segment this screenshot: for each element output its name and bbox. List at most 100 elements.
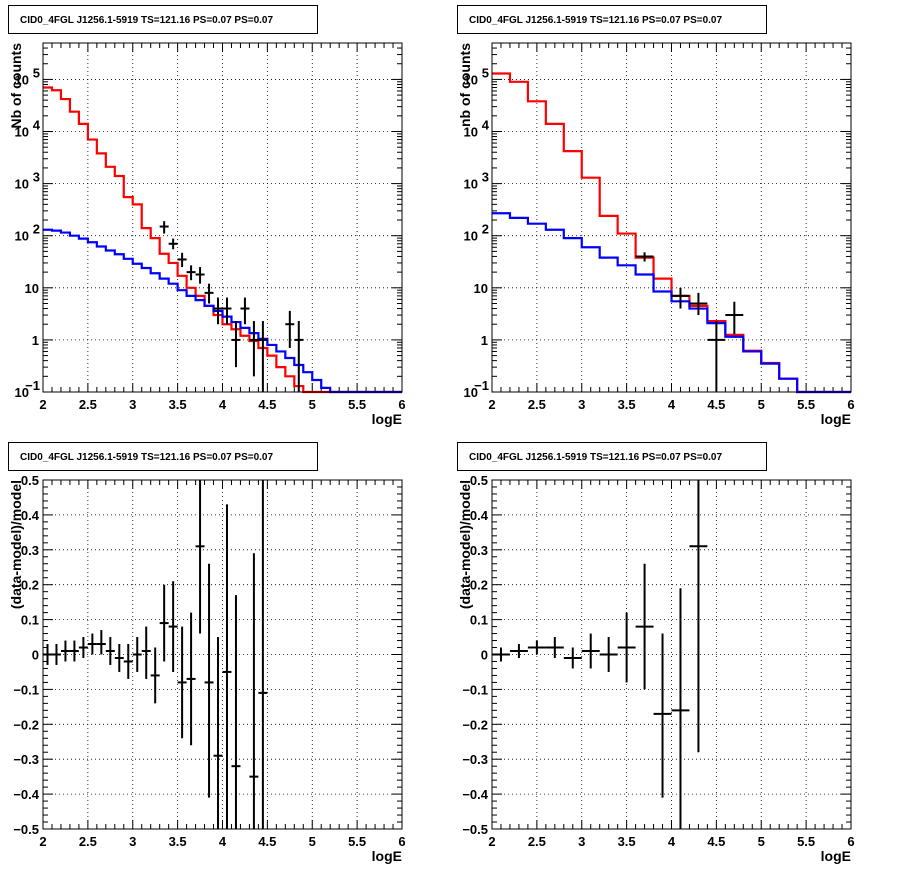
data-point [43, 644, 52, 665]
data-point [689, 480, 708, 753]
data-point [231, 595, 241, 829]
x-tick-label: 6 [398, 834, 405, 849]
data-point [51, 644, 61, 665]
y-tick-label: 0.1 [470, 613, 488, 628]
data-point [222, 297, 232, 325]
x-tick-label: 3.5 [618, 397, 636, 412]
data-point [725, 301, 744, 334]
x-tick-label: 2 [488, 397, 495, 412]
data-point [186, 612, 196, 746]
y-tick-label: −0.3 [13, 752, 39, 767]
y-tick-exponent: 4 [482, 118, 490, 133]
title-box [8, 5, 318, 34]
x-tick-label: 6 [847, 834, 854, 849]
title-box [457, 5, 767, 34]
data-point [69, 640, 79, 662]
x-tick-label: 2.5 [528, 397, 546, 412]
y-axis-label: (data-model)/model [457, 480, 473, 609]
chart-panel-top-right: CID0_4FGL J1256.1-5919 TS=121.16 PS=0.07… [457, 5, 855, 427]
data-point [285, 310, 295, 348]
data-point [159, 221, 169, 234]
data-point [671, 588, 690, 829]
y-tick-label: 10 [464, 125, 478, 140]
data-point [168, 238, 178, 250]
data-point [563, 647, 582, 669]
data-point [545, 637, 564, 658]
y-tick-label: −0.4 [462, 787, 488, 802]
source-model-histogram [492, 212, 851, 394]
data-point [707, 321, 726, 392]
data-point [78, 637, 88, 658]
y-tick-exponent: 2 [33, 222, 40, 237]
x-tick-label: 3 [129, 834, 136, 849]
y-tick-exponent: 5 [33, 65, 40, 80]
data-point [123, 644, 133, 679]
x-tick-label: 4.5 [258, 834, 276, 849]
plot-frame [491, 479, 852, 830]
title-box [8, 442, 318, 471]
x-tick-label: 6 [398, 397, 405, 412]
x-tick-label: 4.5 [258, 397, 276, 412]
x-tick-label: 2 [39, 397, 46, 412]
y-tick-label: 0 [481, 648, 488, 663]
data-point [689, 292, 708, 316]
y-tick-label: 10 [464, 177, 478, 192]
x-tick-label: 4 [668, 397, 676, 412]
plot-frame [42, 479, 403, 830]
x-tick-label: 3 [129, 397, 136, 412]
y-tick-label: 0.4 [470, 508, 489, 523]
x-tick-label: 2 [39, 834, 46, 849]
y-tick-label: 0.1 [21, 613, 39, 628]
data-point [527, 640, 546, 655]
y-tick-exponent: −1 [474, 378, 489, 393]
x-axis-label: logE [372, 411, 402, 427]
data-point [195, 267, 205, 284]
y-tick-exponent: 5 [482, 65, 489, 80]
data-point [635, 252, 654, 262]
data-point [213, 637, 223, 829]
x-axis-label: logE [821, 411, 851, 427]
y-tick-label: −0.2 [462, 717, 488, 732]
x-tick-label: 2 [488, 834, 495, 849]
y-tick-exponent: −1 [25, 378, 40, 393]
x-tick-label: 3.5 [618, 834, 636, 849]
data-point [653, 633, 672, 798]
data-point [177, 252, 187, 268]
x-tick-label: 3 [578, 834, 585, 849]
source-model-histogram [43, 228, 402, 394]
data-point [671, 287, 690, 309]
y-tick-label: 10 [464, 385, 478, 400]
data-point [635, 563, 654, 690]
chart-panel-bottom-left: CID0_4FGL J1256.1-5919 TS=121.16 PS=0.07… [8, 442, 406, 864]
y-tick-label: 0.5 [470, 473, 488, 488]
data-point [249, 321, 259, 377]
data-point [177, 626, 187, 739]
data-point [60, 640, 70, 662]
y-axis-label: Nb of counts [8, 43, 24, 129]
x-tick-label: 4 [668, 834, 676, 849]
y-tick-label: −0.3 [462, 752, 488, 767]
chart-title: CID0_4FGL J1256.1-5919 TS=121.16 PS=0.07… [20, 15, 273, 26]
y-tick-exponent: 3 [33, 170, 40, 185]
x-tick-label: 3 [578, 397, 585, 412]
x-tick-label: 4 [219, 397, 227, 412]
y-tick-label: 10 [15, 72, 29, 87]
x-tick-label: 3.5 [169, 834, 187, 849]
chart-title: CID0_4FGL J1256.1-5919 TS=121.16 PS=0.07… [469, 15, 722, 26]
data-point [204, 283, 214, 304]
y-tick-label: 10 [15, 385, 29, 400]
data-point [105, 637, 115, 665]
data-point [96, 630, 106, 655]
total-model-histogram [492, 72, 851, 394]
x-tick-label: 2.5 [528, 834, 546, 849]
x-tick-label: 5.5 [348, 834, 366, 849]
data-point [222, 504, 232, 829]
y-tick-label: 0.2 [470, 578, 488, 593]
x-tick-label: 5 [309, 834, 316, 849]
data-point [150, 647, 160, 704]
y-axis-label: (data-model)/model [8, 480, 24, 609]
data-point [168, 581, 178, 672]
x-tick-label: 5.5 [797, 834, 815, 849]
x-tick-label: 3.5 [169, 397, 187, 412]
